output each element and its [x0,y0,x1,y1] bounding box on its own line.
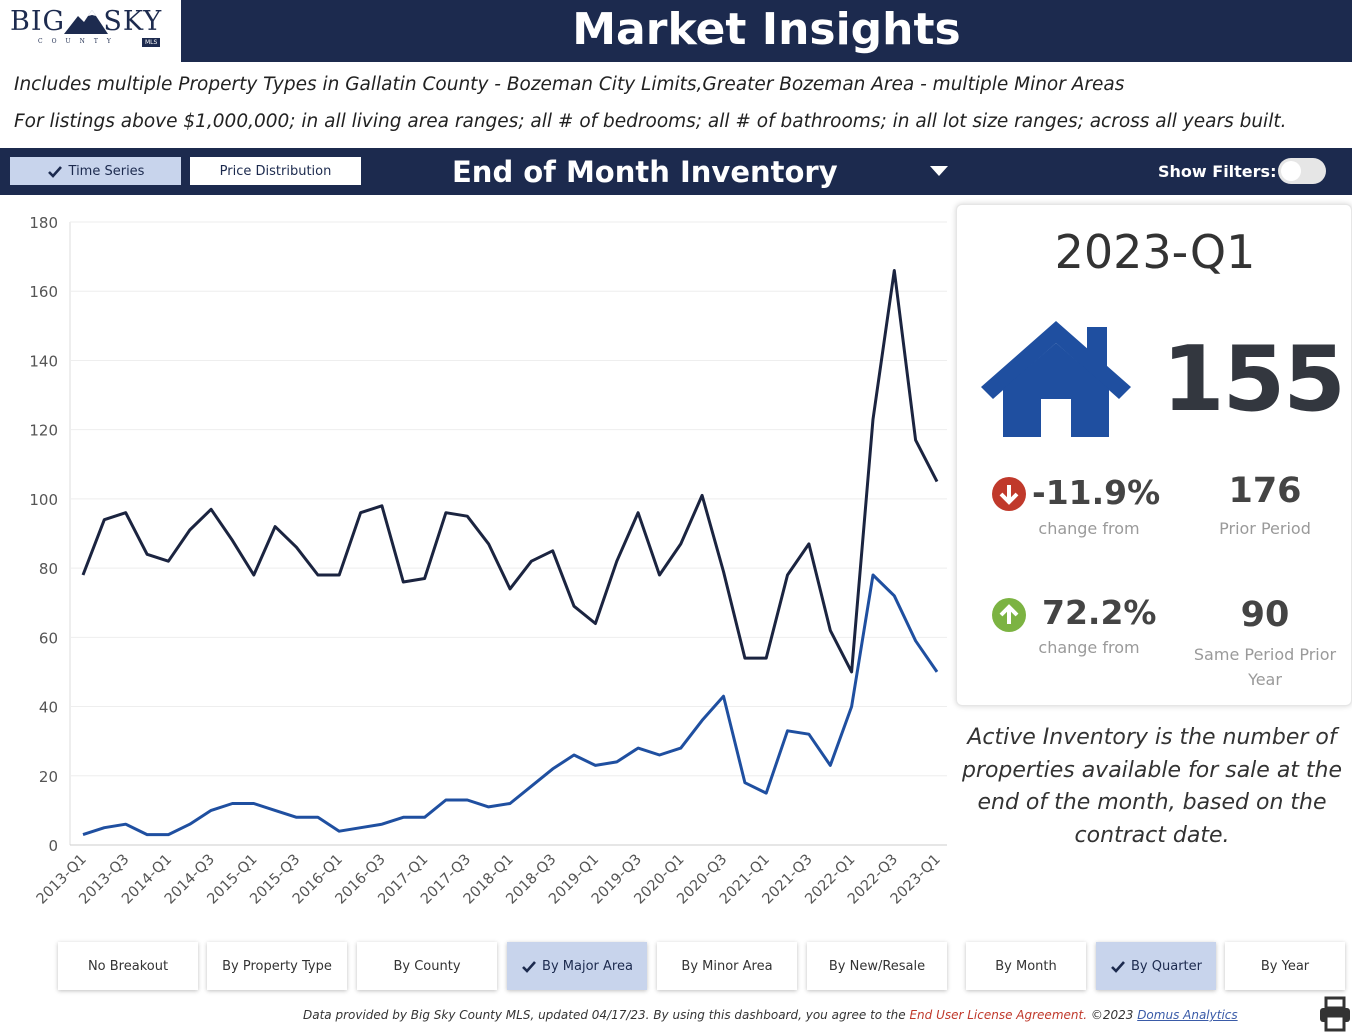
price-distribution-button[interactable]: Price Distribution [190,157,361,185]
measure-selected-value: End of Month Inventory [452,154,838,189]
kpi-change-prior: -11.9% [1032,473,1161,512]
logo-mls-badge: MLS [142,38,161,47]
y-tick-label: 0 [48,837,58,855]
by-year-button[interactable]: By Year [1225,942,1345,990]
page-title: Market Insights [572,4,961,55]
y-axis-ticks: 0 20 40 60 80 100 120 140 160 180 [29,214,58,855]
y-tick-label: 160 [29,283,58,301]
kpi-same-period-value: 90 [1240,595,1290,635]
kpi-prior-label: Prior Period [1219,519,1311,538]
show-filters-label: Show Filters: [1158,162,1277,181]
kpi-change-year: 72.2% [1042,593,1157,632]
y-tick-label: 60 [39,629,58,647]
by-new-resale-label: By New/Resale [828,958,926,974]
check-icon [1111,960,1125,973]
metric-description: Active Inventory is the number of proper… [961,725,1343,848]
domus-analytics-link[interactable]: Domus Analytics [1137,1008,1238,1022]
by-property-type-button[interactable]: By Property Type [207,942,347,990]
logo-subtext: COUNTY [38,38,120,45]
arrow-down-icon [992,477,1026,511]
by-county-label: By County [393,958,461,974]
chevron-down-icon [930,166,948,176]
no-breakout-button[interactable]: No Breakout [58,942,198,990]
by-minor-area-button[interactable]: By Minor Area [657,942,797,990]
by-year-label: By Year [1260,958,1310,974]
kpi-prior-value: 176 [1228,471,1302,511]
kpi-change-year-label: change from [1038,638,1140,657]
x-axis-ticks: 2013-Q12013-Q32014-Q12014-Q32015-Q12015-… [34,852,944,908]
by-property-type-label: By Property Type [222,958,332,974]
kpi-card: 2023-Q1 155 -11.9% change from 176 Prior… [956,204,1352,706]
time-series-label: Time Series [68,163,145,179]
check-icon [47,165,62,178]
kpi-period: 2023-Q1 [1054,225,1256,279]
footer-text: Data provided by Big Sky County MLS, upd… [303,1008,910,1022]
toolbar: Time Series Price Distribution End of Mo… [0,148,1352,195]
toggle-knob [1281,161,1301,181]
time-series-button[interactable]: Time Series [10,157,181,185]
show-filters-toggle[interactable] [1278,158,1326,184]
by-month-button[interactable]: By Month [966,942,1086,990]
mountain-icon [64,10,108,34]
y-tick-label: 40 [39,699,58,717]
arrow-up-icon [992,598,1026,632]
by-new-resale-button[interactable]: By New/Resale [807,942,947,990]
chart-gridlines [69,221,947,846]
filter-summary-line-2: For listings above $1,000,000; in all li… [14,111,1287,132]
y-tick-label: 180 [29,214,58,232]
eula-link[interactable]: End User License Agreement. [909,1008,1088,1022]
series-line-blue [82,573,939,837]
inventory-line-chart: 0 20 40 60 80 100 120 140 160 180 2013-Q12013-Q32… [29,214,947,908]
kpi-value: 155 [1162,327,1346,432]
footer-copyright: ©2023 [1087,1008,1138,1022]
logo-text-big: BIG SKY [10,6,163,37]
y-tick-label: 20 [39,768,58,786]
by-major-area-label: By Major Area [542,958,633,974]
kpi-same-period-label: Same Period Prior Year [1193,645,1337,689]
print-icon[interactable] [1318,996,1352,1032]
by-quarter-label: By Quarter [1131,958,1202,974]
y-tick-label: 140 [29,352,58,370]
y-tick-label: 80 [39,560,58,578]
by-quarter-button[interactable]: By Quarter [1096,942,1216,990]
title-bar: Market Insights [181,0,1352,62]
by-month-label: By Month [995,958,1057,974]
check-icon [522,960,537,973]
y-tick-label: 120 [29,422,58,440]
by-minor-area-label: By Minor Area [681,958,773,974]
by-county-button[interactable]: By County [357,942,497,990]
filter-summary-line-1: Includes multiple Property Types in Gall… [14,74,1125,95]
house-icon [981,321,1131,437]
measure-dropdown[interactable]: End of Month Inventory [442,148,960,195]
price-distribution-label: Price Distribution [219,163,332,179]
footer-disclaimer: Data provided by Big Sky County MLS, upd… [303,1008,1238,1022]
no-breakout-label: No Breakout [87,958,169,974]
chart-series [81,269,939,837]
y-tick-label: 100 [29,491,58,509]
by-major-area-button[interactable]: By Major Area [507,942,647,990]
series-line-dark [81,269,939,674]
company-logo: BIG SKY COUNTY MLS [0,0,180,62]
kpi-change-prior-label: change from [1038,519,1140,538]
